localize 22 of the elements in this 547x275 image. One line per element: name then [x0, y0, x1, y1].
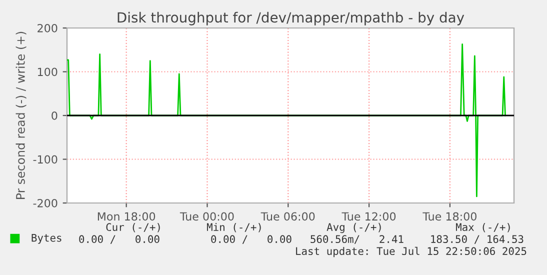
legend-label: Bytes: [32, 234, 62, 244]
y-tick-label: -200: [33, 198, 58, 208]
y-tick-label: 200: [38, 24, 58, 32]
chart-title: Disk throughput for /dev/mapper/mpathb - by day: [118, 12, 464, 26]
text: Max (-/+): [456, 223, 510, 232]
text: Last update: Tue Jul 15 22:50:06 2025: [296, 246, 526, 258]
text: Avg (-/+): [326, 222, 381, 234]
text: 0.00 / 0.00: [211, 235, 292, 244]
x-tick-label: Tue 18:00: [422, 212, 476, 221]
x-tick-label: Tue 06:00: [260, 212, 315, 221]
y-tick-label: 0: [52, 111, 58, 120]
text: 183.50 / 164.53: [431, 235, 524, 244]
text: Cur (-/+): [106, 223, 160, 232]
text: Min (-/+): [206, 222, 261, 232]
y-tick-label: 100: [38, 68, 58, 76]
text: 0.00 / 0.00: [79, 235, 160, 244]
x-tick-label: Tue 00:00: [180, 212, 234, 221]
x-tick-label: Mon 18:00: [98, 212, 156, 221]
y-axis-title: Pr second read (-) / write (+): [16, 32, 26, 199]
x-tick-label: Tue 12:00: [342, 212, 396, 221]
y-tick-label: -100: [33, 155, 58, 164]
text: 560.56m/ 2.41: [310, 235, 404, 244]
